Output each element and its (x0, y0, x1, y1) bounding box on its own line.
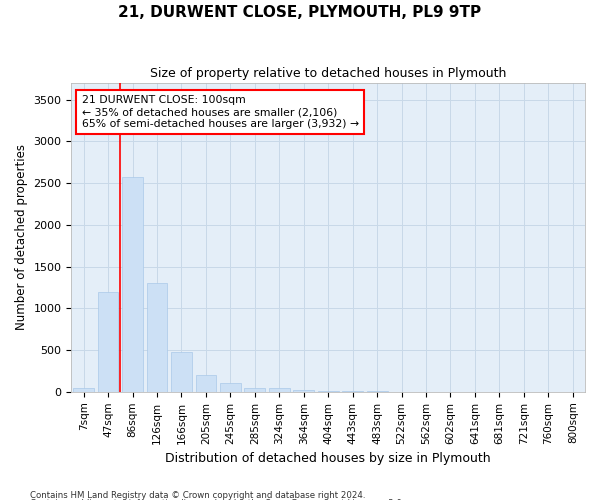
Bar (269, 388, 290, 392)
Bar (98, 292, 118, 392)
Text: Contains HM Land Registry data © Crown copyright and database right 2024.: Contains HM Land Registry data © Crown c… (30, 490, 365, 500)
Bar (342, 391, 363, 392)
Text: 21, DURWENT CLOSE, PLYMOUTH, PL9 9TP: 21, DURWENT CLOSE, PLYMOUTH, PL9 9TP (118, 5, 482, 20)
Bar (244, 388, 265, 392)
Bar (220, 384, 241, 392)
Y-axis label: Number of detached properties: Number of detached properties (15, 144, 28, 330)
Title: Size of property relative to detached houses in Plymouth: Size of property relative to detached ho… (150, 68, 506, 80)
Bar (171, 352, 192, 392)
Bar (73, 388, 94, 392)
Bar (318, 391, 338, 392)
Bar (146, 284, 167, 392)
Text: 21 DURWENT CLOSE: 100sqm
← 35% of detached houses are smaller (2,106)
65% of sem: 21 DURWENT CLOSE: 100sqm ← 35% of detach… (82, 96, 359, 128)
Bar (293, 390, 314, 392)
X-axis label: Distribution of detached houses by size in Plymouth: Distribution of detached houses by size … (166, 452, 491, 465)
Bar (196, 375, 217, 392)
Bar (122, 176, 143, 392)
